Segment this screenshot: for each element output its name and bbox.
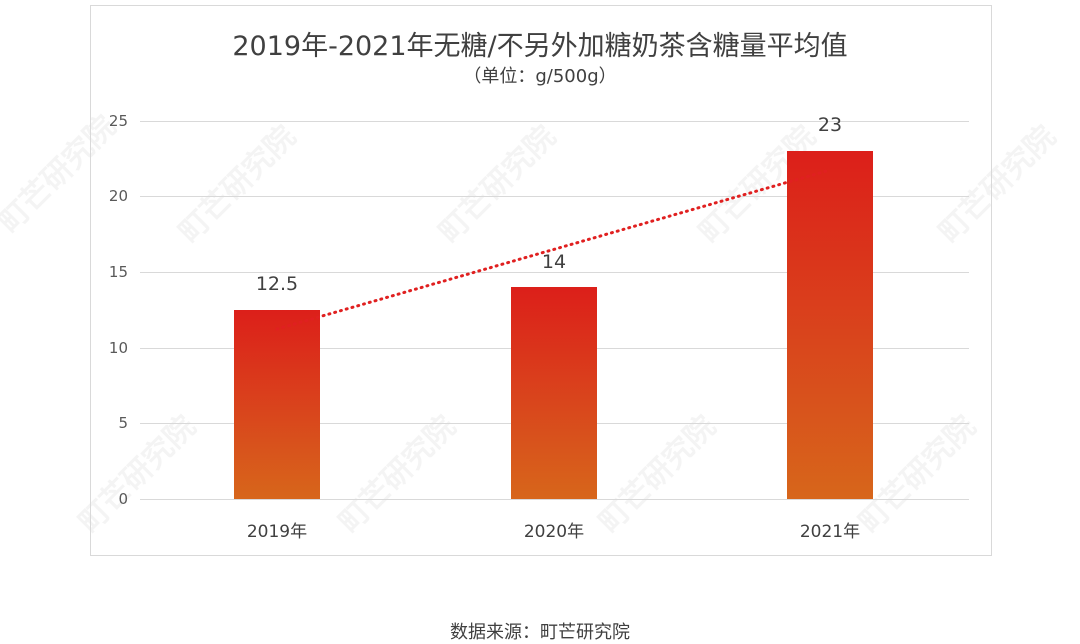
bar-2021 bbox=[787, 151, 873, 499]
bar-2019 bbox=[234, 310, 320, 499]
x-tick-label: 2021年 bbox=[799, 522, 861, 542]
data-label-2021: 23 bbox=[817, 114, 843, 136]
y-tick-label: 0 bbox=[118, 490, 128, 508]
x-tick-label: 2019年 bbox=[246, 522, 308, 542]
data-label-2020: 14 bbox=[541, 251, 567, 273]
y-tick-label: 5 bbox=[118, 414, 128, 432]
data-label-2019: 12.5 bbox=[255, 273, 299, 295]
gridline bbox=[140, 272, 969, 273]
y-tick-label: 20 bbox=[108, 187, 128, 205]
bar-2020 bbox=[511, 287, 597, 499]
chart-frame bbox=[90, 5, 992, 556]
chart-subtitle: （单位：g/500g） bbox=[463, 66, 617, 87]
x-tick-label: 2020年 bbox=[523, 522, 585, 542]
y-tick-label: 10 bbox=[108, 339, 128, 357]
gridline bbox=[140, 121, 969, 122]
y-tick-label: 25 bbox=[108, 112, 128, 130]
y-tick-label: 15 bbox=[108, 263, 128, 281]
gridline bbox=[140, 196, 969, 197]
chart-title: 2019年-2021年无糖/不另外加糖奶茶含糖量平均值 bbox=[232, 31, 848, 62]
data-source-note: 数据来源：町芒研究院 bbox=[450, 622, 630, 643]
x-axis-line bbox=[140, 499, 969, 500]
